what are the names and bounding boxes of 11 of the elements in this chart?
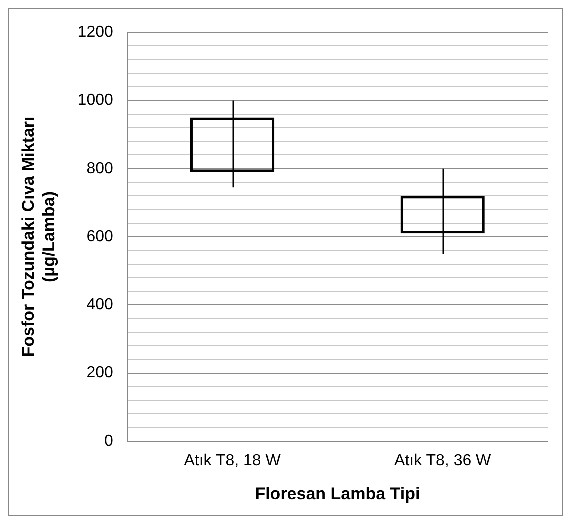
y-tick-label: 1200 [78, 24, 114, 42]
y-tick-label: 400 [86, 296, 114, 314]
y-tick-label: 600 [86, 228, 114, 246]
y-tick-label: 200 [86, 364, 114, 382]
x-tick-label: Atık T8, 36 W [394, 452, 492, 470]
x-tick-label: Atık T8, 18 W [184, 452, 282, 470]
y-tick-label: 800 [86, 160, 114, 178]
y-axis-title: Fosfor Tozundaki Cıva Miktarı (µg/Lamba) [18, 116, 58, 358]
y-tick-label: 1000 [78, 92, 114, 110]
y-tick-label: 0 [104, 432, 114, 450]
x-axis-title: Floresan Lamba Tipi [255, 484, 420, 504]
